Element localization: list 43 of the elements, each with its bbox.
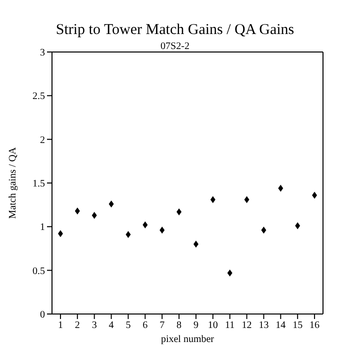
- y-tick-label: 0.5: [32, 266, 45, 277]
- point: [142, 221, 148, 228]
- x-tick-label: 9: [193, 320, 198, 332]
- x-tick-label: 11: [225, 320, 235, 332]
- point: [244, 196, 250, 204]
- y-tick-label: 2: [40, 134, 45, 146]
- y-tick-label: 0: [40, 310, 45, 321]
- point: [160, 226, 165, 234]
- y-axis-title: Match gains / QA: [8, 146, 19, 219]
- y-tick-label: 2.5: [32, 91, 45, 102]
- point: [210, 196, 216, 204]
- chart-title: Strip to Tower Match Gains / QA Gains: [54, 22, 296, 39]
- point: [295, 222, 300, 230]
- y-tick-label: 1: [40, 222, 45, 234]
- x-tick-label: 14: [276, 320, 286, 332]
- point: [176, 208, 182, 216]
- x-tick-label: 2: [74, 320, 80, 332]
- y-tick-label: 3: [40, 48, 45, 59]
- x-tick-label: 12: [242, 320, 252, 332]
- point: [278, 184, 284, 192]
- point: [108, 200, 114, 208]
- x-tick-label: 4: [108, 320, 114, 332]
- x-tick-label: 16: [310, 320, 320, 332]
- point: [227, 269, 232, 276]
- point: [74, 207, 80, 214]
- x-tick-label: 6: [142, 320, 148, 332]
- x-tick-label: 5: [126, 320, 131, 332]
- point: [58, 230, 63, 238]
- x-axis-title: pixel number: [160, 334, 215, 345]
- x-tick-label: 7: [160, 320, 165, 332]
- x-tick-label: 15: [292, 320, 303, 332]
- point: [312, 192, 318, 199]
- point: [261, 226, 266, 234]
- chart-subtitle: 07S2-2: [160, 41, 190, 52]
- y-tick-label: 1.5: [32, 178, 45, 190]
- x-tick-label: 1: [58, 320, 63, 332]
- point: [126, 231, 131, 238]
- x-tick-label: 10: [208, 320, 218, 332]
- x-tick-label: 3: [92, 320, 97, 332]
- x-tick-label: 8: [176, 320, 182, 332]
- point: [193, 240, 198, 248]
- x-tick-label: 13: [258, 320, 269, 332]
- point: [92, 212, 97, 219]
